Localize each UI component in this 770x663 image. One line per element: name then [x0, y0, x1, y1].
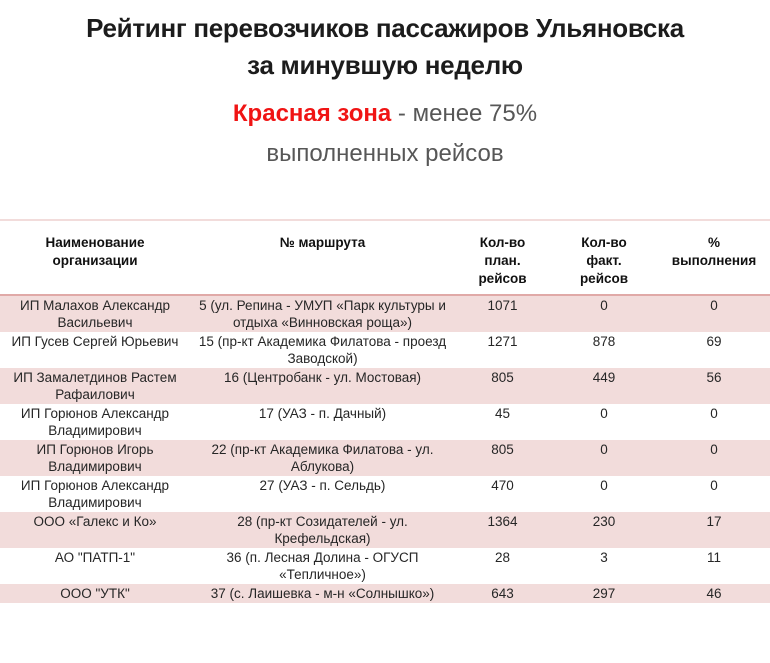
org-cell: АО "ПАТП-1" [54, 550, 136, 565]
actual-cell: 0 [600, 406, 608, 421]
planned-cell: 1271 [487, 334, 518, 349]
table-header-row: Наименование организации № маршрута Кол-… [0, 220, 770, 295]
planned-cell: 28 [494, 550, 511, 565]
page-title: Рейтинг перевозчиков пассажиров Ульяновс… [86, 13, 684, 80]
percent-cell: 0 [710, 478, 718, 493]
table-row: ИП Гусев Сергей Юрьевич 15 (пр-кт Академ… [0, 332, 770, 368]
route-cell: 15 (пр-кт Академика Филатова - проезд За… [198, 334, 447, 366]
planned-cell: 1071 [487, 298, 518, 313]
planned-cell: 45 [494, 406, 511, 421]
org-cell: ООО "УТК" [60, 586, 130, 601]
org-cell: ИП Горюнов Игорь Владимирович [36, 442, 154, 474]
table-row: ООО "УТК" 37 (с. Лаишевка - м-н «Солнышк… [0, 584, 770, 603]
actual-cell: 449 [592, 370, 616, 385]
subtitle-rest: - менее 75% выполненных рейсов [266, 100, 538, 167]
column-header-planned-trips: Кол-во план. рейсов [478, 235, 527, 286]
subtitle: Красная зона - менее 75% выполненных рей… [180, 94, 590, 174]
route-cell: 5 (ул. Репина - УМУП «Парк культуры и от… [199, 298, 446, 330]
org-cell: ИП Гусев Сергей Юрьевич [11, 334, 179, 349]
planned-cell: 805 [491, 442, 514, 457]
actual-cell: 297 [592, 586, 616, 601]
route-cell: 17 (УАЗ - п. Дачный) [258, 406, 387, 421]
planned-cell: 805 [491, 370, 514, 385]
column-header-organization: Наименование организации [45, 235, 145, 268]
column-header-percent-complete: % выполнения [671, 235, 757, 268]
actual-cell: 0 [600, 442, 608, 457]
table-row: ИП Замалетдинов Растем Рафаилович 16 (Це… [0, 368, 770, 404]
table-row: ИП Горюнов Игорь Владимирович 22 (пр-кт … [0, 440, 770, 476]
percent-cell: 0 [710, 442, 718, 457]
actual-cell: 0 [600, 298, 608, 313]
planned-cell: 470 [491, 478, 514, 493]
table-row: АО "ПАТП-1" 36 (п. Лесная Долина - ОГУСП… [0, 548, 770, 584]
percent-cell: 0 [710, 406, 718, 421]
column-header-actual-trips: Кол-во факт. рейсов [579, 235, 629, 286]
org-cell: ИП Горюнов Александр Владимирович [20, 478, 170, 510]
table-row: ИП Малахов Александр Васильевич 5 (ул. Р… [0, 295, 770, 332]
column-header-route: № маршрута [279, 235, 366, 250]
table-body: ИП Малахов Александр Васильевич 5 (ул. Р… [0, 295, 770, 603]
percent-cell: 11 [706, 550, 721, 565]
percent-cell: 0 [710, 298, 718, 313]
table-header: Наименование организации № маршрута Кол-… [0, 220, 770, 295]
org-cell: ООО «Галекс и Ко» [33, 514, 157, 529]
route-cell: 36 (п. Лесная Долина - ОГУСП «Тепличное»… [226, 550, 419, 582]
actual-cell: 230 [592, 514, 616, 529]
route-cell: 27 (УАЗ - п. Сельдь) [259, 478, 386, 493]
org-cell: ИП Замалетдинов Растем Рафаилович [13, 370, 177, 402]
table-row: ИП Горюнов Александр Владимирович 27 (УА… [0, 476, 770, 512]
route-cell: 37 (с. Лаишевка - м-н «Солнышко») [210, 586, 435, 601]
planned-cell: 1364 [487, 514, 518, 529]
planned-cell: 643 [491, 586, 514, 601]
org-cell: ИП Малахов Александр Васильевич [19, 298, 171, 330]
route-cell: 16 (Центробанк - ул. Мостовая) [223, 370, 422, 385]
red-zone-label: Красная зона [232, 100, 392, 127]
org-cell: ИП Горюнов Александр Владимирович [20, 406, 170, 438]
route-cell: 28 (пр-кт Созидателей - ул. Крефельдская… [237, 514, 408, 546]
route-cell: 22 (пр-кт Академика Филатова - ул. Аблук… [211, 442, 434, 474]
actual-cell: 0 [600, 478, 608, 493]
actual-cell: 3 [600, 550, 608, 565]
percent-cell: 46 [706, 586, 722, 601]
table-row: ООО «Галекс и Ко» 28 (пр-кт Созидателей … [0, 512, 770, 548]
percent-cell: 56 [706, 370, 722, 385]
actual-cell: 878 [592, 334, 616, 349]
percent-cell: 69 [706, 334, 722, 349]
percent-cell: 17 [706, 514, 722, 529]
table-row: ИП Горюнов Александр Владимирович 17 (УА… [0, 404, 770, 440]
carriers-rating-table: Наименование организации № маршрута Кол-… [0, 219, 770, 603]
